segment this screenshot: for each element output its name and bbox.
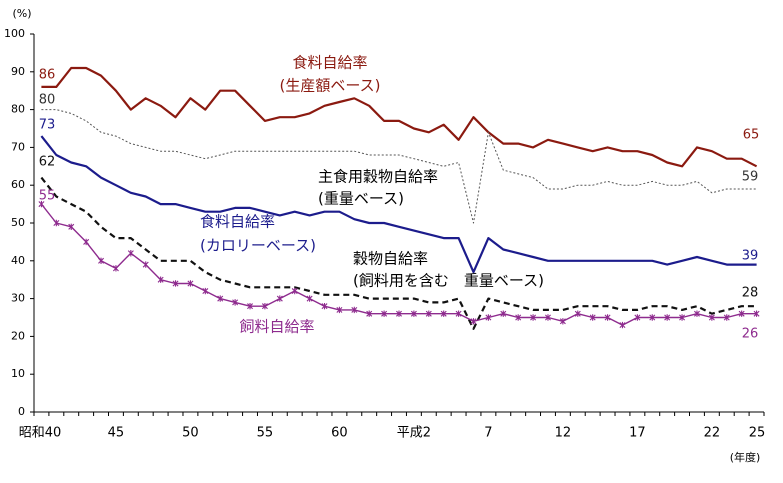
feed-data-point <box>127 250 134 257</box>
y-unit-label: (%) <box>12 7 31 20</box>
y-tick-label: 40 <box>11 254 25 267</box>
x-tick-label: 55 <box>257 426 274 441</box>
series-line-calorie <box>40 135 757 274</box>
start-value-label-feed: 55 <box>39 189 56 204</box>
feed-data-point <box>500 310 507 317</box>
feed-data-point <box>68 223 75 230</box>
feed-data-point <box>470 318 477 325</box>
y-tick-label: 100 <box>4 27 25 40</box>
feed-data-point <box>425 310 432 317</box>
series-name-label-grain: (飼料用を含む 重量ベース) <box>353 272 544 290</box>
x-tick-label: 平成2 <box>397 426 431 441</box>
feed-data-point <box>396 310 402 317</box>
feed-data-point <box>753 310 760 317</box>
end-value-label-feed: 26 <box>742 327 759 342</box>
x-tick-label: 45 <box>108 426 125 441</box>
feed-data-point <box>381 310 388 317</box>
series-name-label-grain: 穀物自給率 <box>353 250 428 268</box>
feed-data-point <box>574 310 581 317</box>
series-name-label-staple_grain: 主食用穀物自給率 <box>318 168 438 186</box>
feed-data-point <box>723 314 730 321</box>
y-tick-label: 60 <box>11 178 25 191</box>
feed-data-point <box>306 295 313 302</box>
feed-data-point <box>172 280 179 287</box>
series-line-staple_grain <box>41 109 757 224</box>
feed-data-point <box>440 310 447 317</box>
x-tick-label: 17 <box>629 426 646 441</box>
x-tick-label: 50 <box>182 426 199 441</box>
feed-data-point <box>679 314 686 321</box>
feed-data-point <box>693 310 700 317</box>
feed-data-point <box>83 238 90 246</box>
feed-data-point <box>366 310 373 317</box>
feed-data-point <box>336 306 343 314</box>
x-tick-label: 22 <box>704 426 721 441</box>
feed-data-point <box>589 314 596 321</box>
feed-data-point <box>559 318 566 325</box>
x-unit-label: (年度) <box>730 450 761 464</box>
feed-data-point <box>604 314 611 321</box>
series-name-label-production_value: 食料自給率 <box>292 54 367 72</box>
x-tick-label: 12 <box>555 426 572 441</box>
feed-data-point <box>708 314 715 321</box>
end-value-label-calorie: 39 <box>742 249 759 264</box>
x-tick-label: 60 <box>331 426 348 441</box>
start-value-label-calorie: 73 <box>39 118 56 133</box>
feed-data-point <box>455 310 462 317</box>
feed-data-point <box>530 314 537 321</box>
x-tick-label: 25 <box>749 426 766 441</box>
x-tick-label: 7 <box>484 426 492 441</box>
feed-data-point <box>276 295 283 302</box>
y-tick-label: 20 <box>11 329 25 342</box>
x-tick-label: 昭和40 <box>19 426 62 441</box>
feed-data-point <box>634 314 641 321</box>
y-tick-label: 70 <box>11 140 25 153</box>
feed-data-point <box>112 265 119 272</box>
end-value-label-production_value: 65 <box>743 128 760 143</box>
feed-data-point <box>738 310 745 317</box>
start-value-label-staple_grain: 80 <box>39 93 56 108</box>
feed-data-point <box>187 280 194 287</box>
y-tick-label: 50 <box>11 216 25 229</box>
feed-data-point <box>247 302 254 310</box>
feed-data-point <box>544 314 551 321</box>
feed-data-point <box>38 200 45 208</box>
series-name-label-production_value: (生産額ベース) <box>280 77 381 95</box>
y-tick-label: 10 <box>11 367 25 380</box>
feed-data-point <box>217 295 224 302</box>
feed-data-point <box>202 287 209 295</box>
feed-data-point <box>515 314 522 321</box>
feed-data-point <box>261 302 268 310</box>
series-name-label-feed: 飼料自給率 <box>239 318 314 336</box>
series-name-label-calorie: (カロリーベース) <box>200 237 316 255</box>
start-value-label-production_value: 86 <box>39 68 56 83</box>
series-name-label-staple_grain: (重量ベース) <box>318 190 404 208</box>
end-value-label-staple_grain: 59 <box>742 170 759 185</box>
feed-data-point <box>321 302 328 310</box>
start-value-label-grain: 62 <box>39 155 56 170</box>
feed-data-point <box>53 219 60 227</box>
feed-data-point <box>142 261 149 268</box>
feed-data-point <box>619 321 626 329</box>
feed-data-point <box>664 314 671 321</box>
feed-data-point <box>410 310 417 317</box>
series-line-grain <box>40 176 757 330</box>
feed-data-point <box>649 314 656 321</box>
series-line-production_value <box>41 66 758 168</box>
y-tick-label: 0 <box>18 405 25 418</box>
y-tick-label: 80 <box>11 103 25 116</box>
y-tick-label: 30 <box>11 292 25 305</box>
feed-data-point <box>291 287 298 295</box>
feed-data-point <box>351 306 358 314</box>
feed-data-point <box>232 299 239 306</box>
feed-data-point <box>485 314 492 321</box>
feed-data-point <box>98 257 105 264</box>
end-value-label-grain: 28 <box>742 286 759 301</box>
y-tick-label: 90 <box>11 65 25 78</box>
series-name-label-calorie: 食料自給率 <box>200 213 275 231</box>
feed-data-point <box>157 276 164 283</box>
